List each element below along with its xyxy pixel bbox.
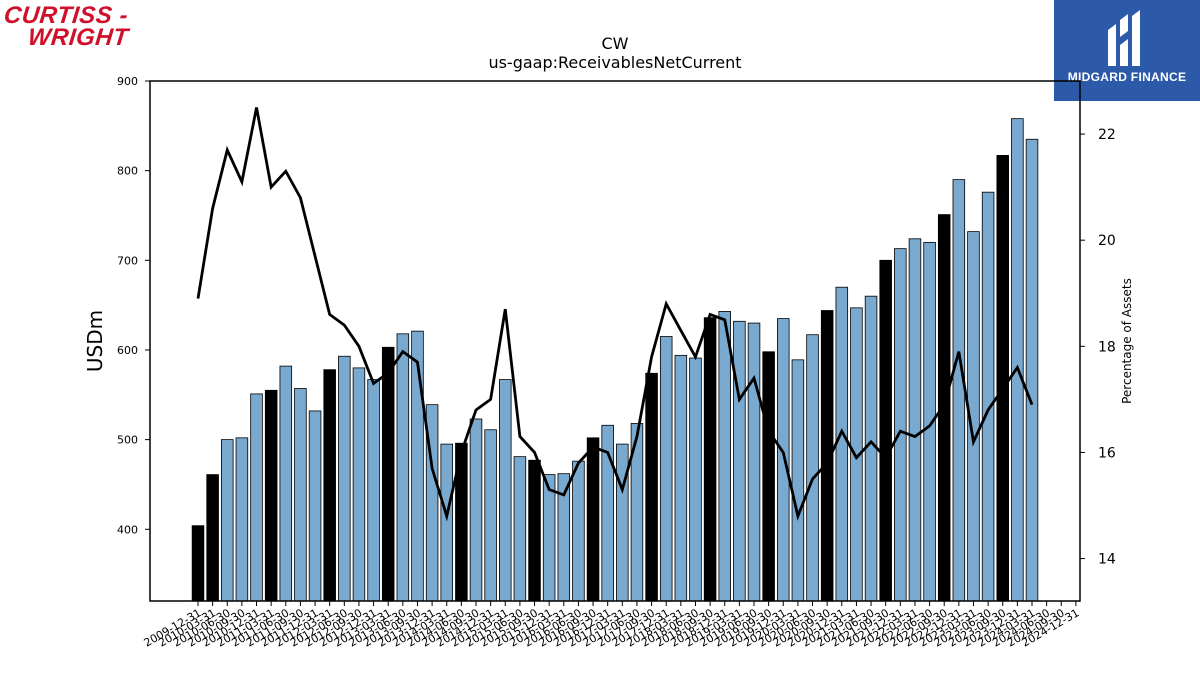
y-axis-label: USDm (83, 310, 107, 372)
y-tick-label: 900 (117, 75, 138, 88)
bar-2014-09-30 (469, 418, 483, 602)
bar-2012-12-31 (367, 379, 380, 602)
bar-2015-06-30 (513, 456, 527, 602)
bar-2017-09-30 (645, 372, 658, 602)
bar-2019-03-31 (733, 320, 746, 602)
bar-2019-09-30 (762, 351, 775, 602)
bar-2017-12-31 (659, 336, 673, 602)
bar-2016-06-30 (572, 460, 585, 602)
y2-tick-label: 20 (1098, 233, 1116, 249)
bar-2021-09-30 (879, 259, 892, 602)
y2-axis-label: Percentage of Assets (1120, 278, 1134, 404)
brand-name: MIDGARD FINANCE (1067, 70, 1187, 84)
bar-2011-12-31 (308, 410, 322, 602)
bar-2010-12-31 (250, 393, 263, 602)
bar-2013-06-30 (396, 333, 410, 602)
bar-2010-03-31 (206, 474, 219, 602)
bar-2012-03-31 (323, 369, 336, 602)
y-axis: 400 500 600 700 800 900 (117, 75, 150, 536)
y-tick-label: 600 (117, 344, 138, 357)
bar-2023-09-30 (996, 155, 1009, 602)
bar-2019-06-30 (747, 322, 761, 602)
bar-2020-12-31 (835, 286, 849, 602)
bar-2012-06-30 (338, 355, 351, 602)
bar-2018-03-31 (674, 354, 688, 602)
bar-2023-06-30 (981, 191, 995, 602)
y-tick-label: 500 (117, 434, 138, 447)
plot-frame (149, 80, 1081, 602)
bar-2011-06-30 (279, 365, 293, 602)
bar-2010-06-30 (221, 439, 234, 602)
bar-2014-12-31 (484, 429, 497, 602)
bar-series (191, 118, 1039, 602)
chart-title: CW (602, 34, 629, 53)
y2-tick-label: 18 (1098, 339, 1116, 355)
bar-2016-09-30 (586, 437, 600, 602)
bar-2023-12-31 (1011, 118, 1024, 602)
bar-2014-03-31 (440, 443, 453, 602)
bar-2015-12-31 (542, 474, 556, 602)
bar-2022-09-30 (937, 214, 951, 602)
chart-subtitle: us-gaap:ReceivablesNetCurrent (488, 53, 741, 72)
bar-2018-12-31 (718, 311, 731, 602)
midgard-finance-logo: MIDGARD FINANCE (1054, 0, 1200, 101)
bar-2011-09-30 (294, 388, 307, 602)
bar-2013-03-31 (381, 346, 395, 602)
bar-2018-09-30 (703, 317, 717, 602)
y2-tick-label: 16 (1098, 445, 1116, 461)
bar-2012-09-30 (352, 367, 366, 602)
y2-axis: 14 16 18 20 22 (1080, 127, 1116, 568)
bar-2017-03-31 (616, 443, 629, 602)
percentage-line (196, 107, 1034, 522)
y-tick-label: 400 (117, 523, 138, 536)
bar-2018-06-30 (689, 357, 702, 602)
bar-2024-03-31 (1025, 138, 1039, 602)
y-tick-label: 800 (117, 165, 138, 178)
bar-2015-03-31 (499, 379, 512, 602)
bar-2009-12-31 (191, 525, 205, 602)
bar-2010-09-30 (235, 437, 249, 602)
y2-tick-label: 22 (1098, 127, 1116, 143)
bar-2015-09-30 (528, 459, 541, 602)
y-tick-label: 700 (117, 254, 138, 267)
bar-2020-03-31 (791, 359, 805, 602)
bar-2020-06-30 (806, 334, 819, 602)
midgard-mark-icon (1108, 10, 1140, 66)
bar-2022-12-31 (952, 179, 966, 602)
y2-tick-label: 14 (1098, 552, 1116, 568)
bar-2019-12-31 (777, 318, 790, 602)
bar-2022-03-31 (908, 238, 922, 602)
x-axis: 2009-12-312010-03-312010-06-302010-09-30… (142, 601, 1081, 650)
bar-2011-03-31 (264, 389, 278, 602)
bar-2021-12-31 (894, 248, 907, 602)
bar-2021-06-30 (864, 295, 878, 602)
